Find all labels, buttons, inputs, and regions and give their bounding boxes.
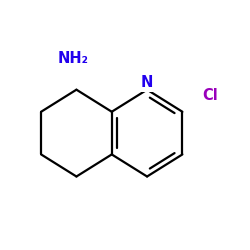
- Text: Cl: Cl: [202, 88, 218, 103]
- Text: NH₂: NH₂: [58, 51, 89, 66]
- Text: N: N: [141, 75, 153, 90]
